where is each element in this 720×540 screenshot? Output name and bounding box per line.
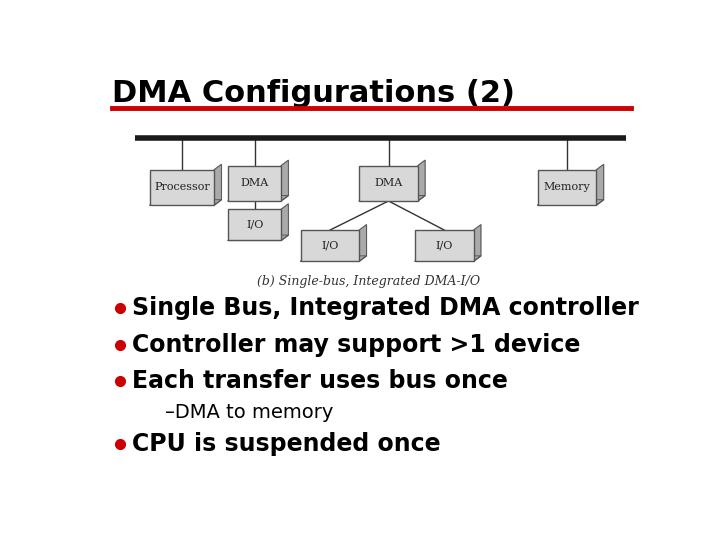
Polygon shape	[281, 160, 289, 201]
Text: Processor: Processor	[154, 183, 210, 192]
Polygon shape	[150, 200, 222, 205]
Bar	[538, 170, 596, 205]
Polygon shape	[415, 256, 481, 261]
Polygon shape	[359, 225, 366, 261]
Polygon shape	[359, 195, 425, 201]
Bar	[150, 170, 214, 205]
Polygon shape	[281, 204, 289, 240]
Bar	[301, 230, 359, 261]
Text: (b) Single-bus, Integrated DMA-I/O: (b) Single-bus, Integrated DMA-I/O	[258, 275, 480, 288]
Text: –DMA to memory: –DMA to memory	[166, 403, 333, 422]
Text: DMA: DMA	[240, 178, 269, 188]
Text: Memory: Memory	[544, 183, 590, 192]
Polygon shape	[301, 256, 366, 261]
Text: CPU is suspended once: CPU is suspended once	[132, 431, 441, 456]
Polygon shape	[214, 164, 222, 205]
Bar	[359, 166, 418, 201]
Bar	[415, 230, 474, 261]
Polygon shape	[418, 160, 425, 201]
Bar	[228, 210, 281, 240]
Polygon shape	[596, 164, 603, 205]
Bar	[228, 166, 281, 201]
Polygon shape	[474, 225, 481, 261]
Text: DMA: DMA	[374, 178, 402, 188]
Polygon shape	[538, 200, 603, 205]
Text: Each transfer uses bus once: Each transfer uses bus once	[132, 369, 508, 393]
Text: Single Bus, Integrated DMA controller: Single Bus, Integrated DMA controller	[132, 296, 639, 320]
Text: I/O: I/O	[436, 241, 453, 251]
Text: I/O: I/O	[246, 220, 264, 230]
Text: I/O: I/O	[321, 241, 338, 251]
Text: Controller may support >1 device: Controller may support >1 device	[132, 333, 580, 356]
Polygon shape	[228, 235, 289, 240]
Text: DMA Configurations (2): DMA Configurations (2)	[112, 79, 516, 109]
Polygon shape	[228, 195, 289, 201]
